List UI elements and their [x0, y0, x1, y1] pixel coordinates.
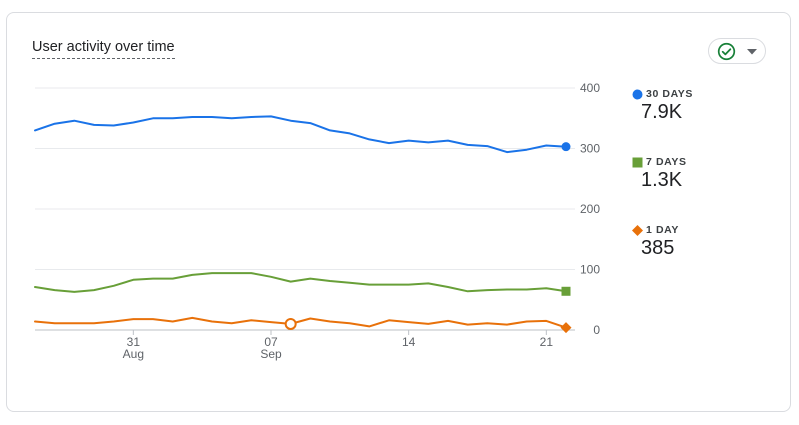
y-tick-label-400: 400 — [580, 81, 600, 95]
legend-diamond-marker — [632, 225, 643, 236]
y-tick-label-0: 0 — [593, 323, 600, 337]
y-tick-label-100: 100 — [580, 263, 600, 277]
legend-value-7-days: 1.3K — [641, 169, 683, 191]
highlighted-point[interactable] — [284, 317, 297, 330]
series-line-7-days — [34, 272, 567, 293]
user-activity-card: User activity over time — [6, 12, 791, 412]
series-end-marker-7-days[interactable] — [561, 286, 571, 296]
check-circle-icon — [717, 42, 736, 61]
series-line-30-days — [34, 115, 567, 154]
legend-value-1-day: 385 — [641, 237, 675, 259]
x-tick-label-21: 21 — [540, 335, 554, 349]
x-tick-label-31: 31 — [127, 335, 141, 349]
legend-circle-marker — [632, 89, 643, 100]
series-end-marker-1-day[interactable] — [560, 322, 572, 334]
legend-label-1-day: 1 DAY — [646, 224, 679, 236]
legend-label-7-days: 7 DAYS — [646, 156, 687, 168]
legend-value-30-days: 7.9K — [641, 101, 683, 123]
chart-gridlines — [35, 87, 575, 331]
y-tick-label-200: 200 — [580, 202, 600, 216]
series-end-marker-30-days[interactable] — [561, 142, 571, 152]
x-tick-label-14: 14 — [402, 335, 416, 349]
card-title[interactable]: User activity over time — [32, 39, 175, 59]
chart-series — [34, 115, 572, 334]
y-axis-ticks: 0 100 200 300 400 — [580, 81, 600, 337]
x-tick-month-Aug: Aug — [123, 347, 144, 361]
series-line-1-day — [34, 316, 567, 329]
x-tick-month-Sep: Sep — [260, 347, 282, 361]
caret-down-icon — [747, 49, 757, 55]
legend-square-marker — [632, 157, 643, 168]
legend-label-30-days: 30 DAYS — [646, 88, 694, 100]
comparison-dropdown-button[interactable] — [708, 38, 766, 64]
y-tick-label-300: 300 — [580, 142, 600, 156]
x-tick-label-07: 07 — [264, 335, 278, 349]
